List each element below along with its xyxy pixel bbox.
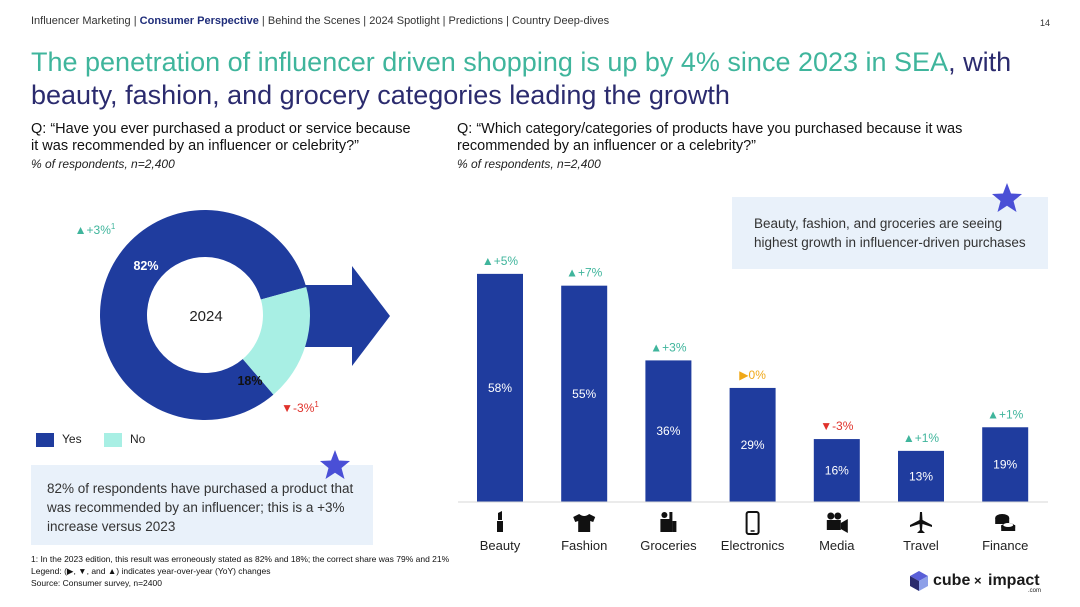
donut-chart: 2024 82% 18% ▲+3%1 ▼-3%1 xyxy=(75,210,390,420)
star-icon xyxy=(992,183,1022,212)
category-label-finance: Finance xyxy=(982,538,1028,553)
bar-value-label: 58% xyxy=(488,381,512,395)
lipstick-icon xyxy=(497,511,503,532)
category-label-beauty: Beauty xyxy=(480,538,521,553)
nav-separator: | xyxy=(258,15,268,27)
donut-slice-label-no: 18% xyxy=(237,374,262,388)
bar-change-label: ▲+1% xyxy=(987,407,1024,421)
left-question-subtitle: % of respondents, n=2,400 xyxy=(31,157,175,171)
bar-change-label: ▲+5% xyxy=(482,254,519,268)
bar-beauty xyxy=(477,273,523,502)
bar-value-label: 36% xyxy=(656,424,680,438)
logo-times: × xyxy=(974,573,982,588)
bar-travel xyxy=(898,450,944,502)
bar-fashion xyxy=(561,285,608,502)
nav-separator: | xyxy=(502,15,512,27)
title-rest: , with beauty, fashion, and grocery cate… xyxy=(31,47,1012,110)
tshirt-icon xyxy=(573,514,596,532)
left-callout: 82% of respondents have purchased a prod… xyxy=(31,465,373,545)
coins-icon xyxy=(995,514,1016,531)
nav-separator: | xyxy=(130,15,140,27)
category-label-media: Media xyxy=(819,538,855,553)
donut-slice-no xyxy=(242,286,310,395)
right-callout: Beauty, fashion, and groceries are seein… xyxy=(732,197,1048,269)
nav-item[interactable]: Country Deep-dives xyxy=(511,15,610,27)
grocery-bag-icon xyxy=(660,512,677,532)
right-question-text: Q: “Which category/categories of product… xyxy=(457,121,963,154)
bar-change-label: ▲+1% xyxy=(903,431,940,445)
bar-chart: 58% ▲+5% Beauty 55% ▲+7% Fashion 36% ▲+3% Grocer… xyxy=(458,254,1048,553)
bar-value-label: 29% xyxy=(741,438,765,452)
footnotes: 1: In the 2023 edition, this result was … xyxy=(31,553,449,589)
right-question-subtitle: % of respondents, n=2,400 xyxy=(457,157,601,171)
nav-item-active[interactable]: Consumer Perspective xyxy=(139,15,259,27)
page-title: The penetration of influencer driven sho… xyxy=(31,46,1061,112)
star-icon xyxy=(320,450,350,479)
bar-electronics xyxy=(729,387,776,502)
page-number: 14 xyxy=(1039,18,1050,28)
breadcrumb-nav: Influencer Marketing | Consumer Perspect… xyxy=(31,15,609,27)
nav-item[interactable]: Influencer Marketing xyxy=(31,15,131,27)
partner-logos: cube × impact .com xyxy=(908,568,1048,596)
bar-value-label: 13% xyxy=(909,469,933,483)
legend-item-yes: Yes xyxy=(36,432,82,447)
legend-label-yes: Yes xyxy=(62,432,82,446)
bar-value-label: 55% xyxy=(572,387,596,401)
left-question-text: Q: “Have you ever purchased a product or… xyxy=(31,121,411,154)
category-label-fashion: Fashion xyxy=(561,538,607,553)
footnote-source: Source: Consumer survey, n=2400 xyxy=(31,578,162,588)
legend-swatch-yes xyxy=(36,432,54,447)
bar-change-label: ▲+7% xyxy=(566,266,603,280)
nav-item[interactable]: Predictions xyxy=(448,15,503,27)
title-highlight: The penetration of influencer driven sho… xyxy=(31,47,949,77)
nav-item[interactable]: Behind the Scenes xyxy=(267,15,361,27)
donut-change-no: ▼-3%1 xyxy=(281,400,319,415)
bar-change-label: ▲+3% xyxy=(650,340,687,354)
category-label-travel: Travel xyxy=(903,538,939,553)
footnote-legend: Legend: (▶, ▼, and ▲) indicates year-ove… xyxy=(31,566,271,576)
bar-finance xyxy=(982,427,1029,502)
left-question: Q: “Have you ever purchased a product or… xyxy=(31,121,421,173)
nav-separator: | xyxy=(360,15,370,27)
bar-groceries xyxy=(645,360,692,502)
bar-change-label: ▶0% xyxy=(739,368,766,382)
arrow-shape xyxy=(300,266,390,366)
nav-separator: | xyxy=(439,15,449,27)
cube-logo-icon xyxy=(910,571,928,591)
video-camera-icon xyxy=(826,512,848,533)
donut-center-label: 2024 xyxy=(189,308,222,325)
category-label-electronics: Electronics xyxy=(721,538,785,553)
bar-media xyxy=(813,439,860,502)
donut-change-yes: ▲+3%1 xyxy=(75,222,116,237)
cube-logo-text: cube xyxy=(933,572,971,589)
impact-logo-sub: .com xyxy=(1028,588,1042,594)
donut-slice-yes xyxy=(100,210,307,420)
bar-value-label: 19% xyxy=(993,458,1017,472)
legend-label-no: No xyxy=(130,432,146,446)
footnote-1: 1: In the 2023 edition, this result was … xyxy=(31,554,450,564)
legend-swatch-no xyxy=(104,432,122,447)
nav-item[interactable]: 2024 Spotlight xyxy=(369,15,440,27)
smartphone-icon xyxy=(745,511,760,535)
bar-value-label: 16% xyxy=(825,464,849,478)
donut-slice-label-yes: 82% xyxy=(133,259,158,273)
bar-change-label: ▼-3% xyxy=(820,419,854,433)
category-label-groceries: Groceries xyxy=(640,538,697,553)
airplane-icon xyxy=(910,512,932,533)
impact-logo-text: impact xyxy=(988,572,1040,589)
right-question: Q: “Which category/categories of product… xyxy=(457,121,1057,173)
legend-item-no: No xyxy=(104,432,145,447)
